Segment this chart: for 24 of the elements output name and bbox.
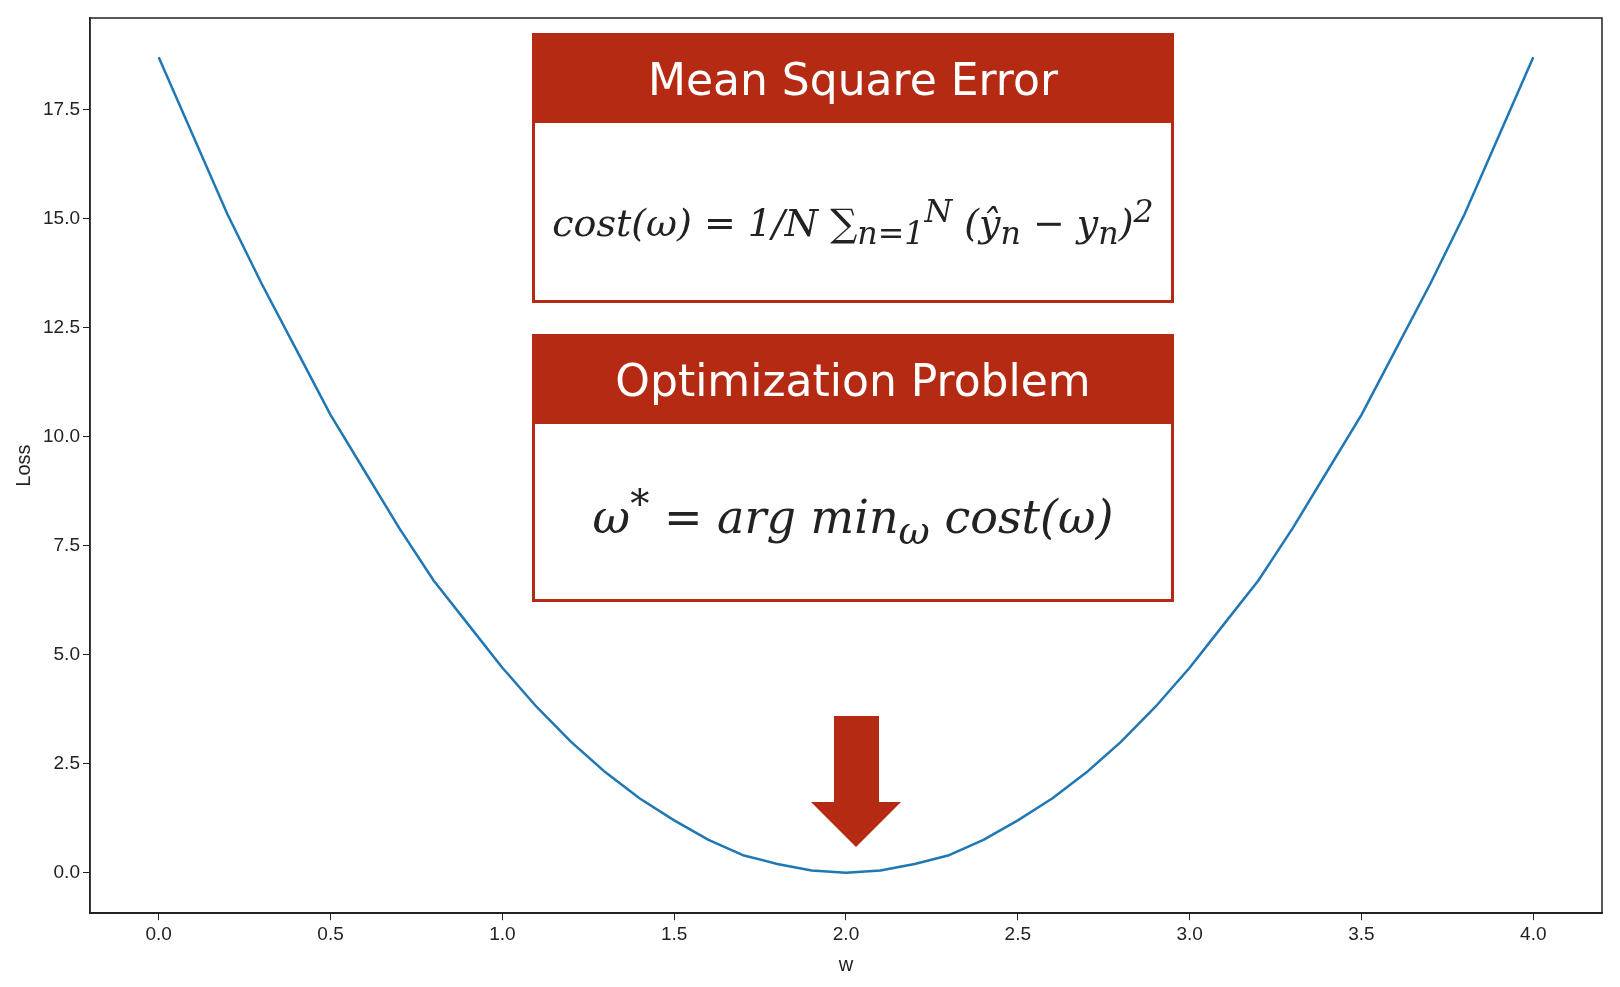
callout-box: Mean Square Error cost(ω) = 1/N ∑$_{n=1}$$^{N}$ (ŷ$_{n}$ − y$_{n}$)$^{2}$ xyxy=(532,33,1174,303)
x-tick-label: 0.5 xyxy=(317,922,344,944)
callout-box: Optimization Problem ω$^{*}$ = arg min$_{ω}$ cost(ω) xyxy=(532,334,1174,602)
x-tick-label: 3.5 xyxy=(1348,922,1375,944)
y-tick-label: 0.0 xyxy=(53,860,80,882)
y-tick-label: 5.0 xyxy=(53,642,80,664)
y-tick-label: 17.5 xyxy=(43,97,80,119)
x-axis-title: w xyxy=(837,952,854,975)
y-axis-title: Loss xyxy=(11,444,34,487)
y-tick-label: 12.5 xyxy=(43,315,80,337)
y-tick-label: 15.0 xyxy=(43,206,80,228)
x-tick-label: 2.0 xyxy=(832,922,860,944)
x-tick-label: 2.5 xyxy=(1004,922,1032,944)
y-tick-label: 7.5 xyxy=(53,533,80,555)
y-tick-label: 2.5 xyxy=(53,751,80,773)
y-tick-label: 10.0 xyxy=(43,424,80,446)
x-tick-label: 1.5 xyxy=(660,922,688,944)
x-tick-label: 0.0 xyxy=(145,922,172,944)
x-tick-label: 3.0 xyxy=(1176,922,1203,944)
x-tick-label: 1.0 xyxy=(489,922,516,944)
annotation: Optimization Problem xyxy=(535,337,1171,424)
annotation: ω$^{*}$ = arg min$_{ω}$ cost(ω) xyxy=(591,480,1115,555)
x-tick-label: 4.0 xyxy=(1520,922,1547,944)
annotation: Mean Square Error xyxy=(535,36,1171,123)
